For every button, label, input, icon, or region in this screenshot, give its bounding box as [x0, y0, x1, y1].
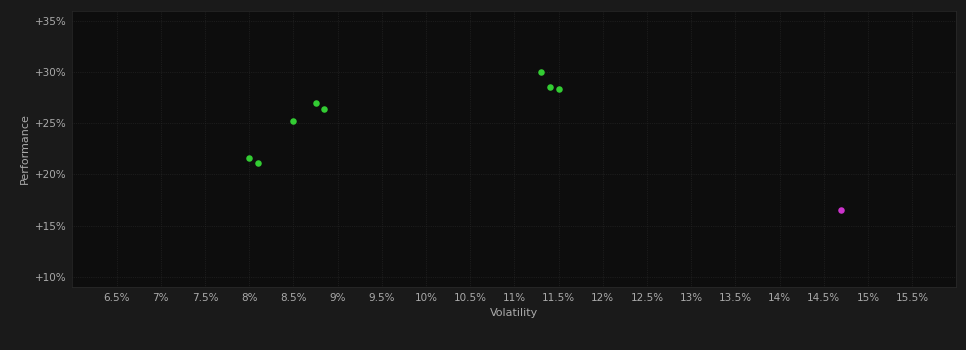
Point [317, 106, 332, 112]
Point [250, 160, 266, 166]
Point [551, 86, 566, 92]
Point [834, 208, 849, 213]
Point [286, 118, 301, 124]
Point [242, 155, 257, 161]
Y-axis label: Performance: Performance [19, 113, 30, 184]
Point [533, 69, 549, 75]
Point [542, 84, 557, 90]
Point [308, 100, 324, 105]
X-axis label: Volatility: Volatility [491, 308, 538, 318]
